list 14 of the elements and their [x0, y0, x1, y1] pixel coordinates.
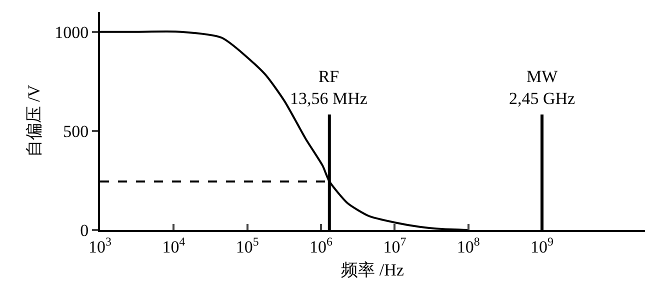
x-axis-title: 频率 /Hz [341, 260, 404, 280]
ref-line-label: RF 13,56 MHz [290, 67, 368, 108]
y-axis-title: 自偏压 /V [24, 84, 44, 158]
ref-line-label: MW 2,45 GHz [509, 67, 576, 108]
x-tick-label: 10$^{7}$ [383, 234, 406, 256]
y-tick-label: 1000 [54, 22, 89, 42]
y-tick-label: 500 [63, 122, 89, 141]
x-tick-label: 10$^{4}$ [162, 234, 186, 256]
x-tick-label: 10$^{9}$ [530, 234, 554, 256]
x-tick-label: 10$^{3}$ [88, 234, 112, 256]
y-tick-label: 0 [80, 220, 89, 240]
x-tick-label: 10$^{5}$ [236, 234, 259, 256]
x-tick-label: 10$^{6}$ [310, 234, 333, 256]
x-tick-label: 10$^{8}$ [456, 234, 480, 256]
